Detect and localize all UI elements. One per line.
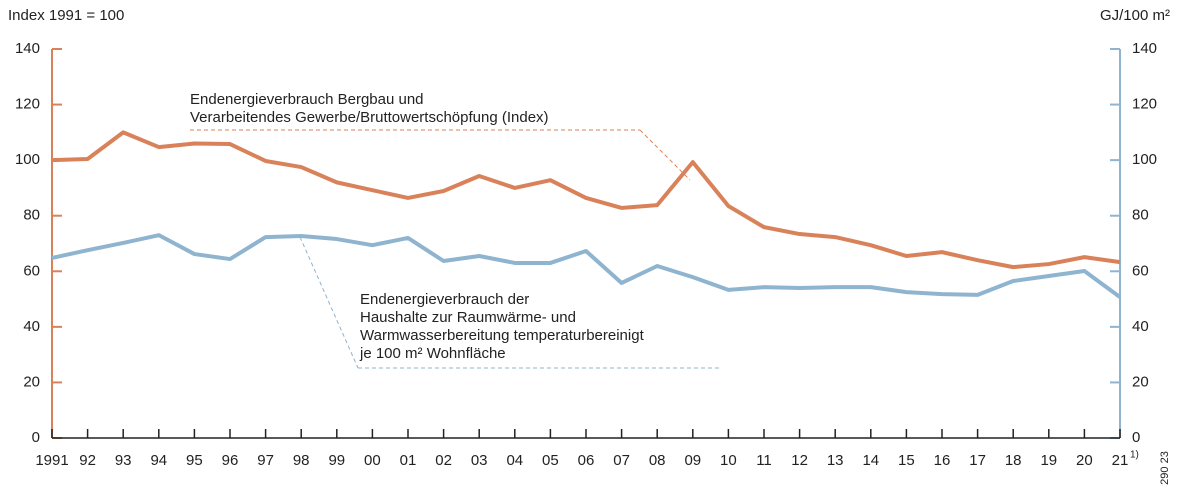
y-tick-label: 0 bbox=[32, 429, 40, 446]
footnote-marker: 1) bbox=[1130, 450, 1139, 461]
y-tick-label: 140 bbox=[15, 40, 40, 57]
x-tick-label: 11 bbox=[756, 452, 772, 469]
x-tick-label: 03 bbox=[471, 452, 488, 469]
x-tick-label: 02 bbox=[435, 452, 452, 469]
series-label: Endenergieverbrauch Bergbau und bbox=[190, 91, 424, 108]
x-tick-label: 04 bbox=[506, 452, 523, 469]
x-tick-label: 12 bbox=[791, 452, 808, 469]
annotation-leader bbox=[299, 236, 359, 369]
y-tick-label: 40 bbox=[23, 318, 40, 335]
x-tick-label: 20 bbox=[1076, 452, 1093, 469]
series-label: Endenergieverbrauch der bbox=[360, 291, 529, 308]
x-tick-label: 07 bbox=[613, 452, 630, 469]
y2-tick-label: 80 bbox=[1132, 207, 1149, 224]
x-tick-label: 93 bbox=[115, 452, 132, 469]
x-tick-label: 16 bbox=[934, 452, 951, 469]
x-tick-label: 13 bbox=[827, 452, 844, 469]
y2-tick-label: 20 bbox=[1132, 373, 1149, 390]
x-tick-label: 17 bbox=[969, 452, 986, 469]
y-axis-label: Index 1991 = 100 bbox=[8, 7, 124, 24]
y-tick-label: 100 bbox=[15, 151, 40, 168]
x-tick-label: 10 bbox=[720, 452, 737, 469]
x-tick-label: 99 bbox=[328, 452, 345, 469]
x-tick-label: 96 bbox=[222, 452, 239, 469]
x-tick-label: 97 bbox=[257, 452, 274, 469]
y2-tick-label: 120 bbox=[1132, 96, 1157, 113]
y2-tick-label: 40 bbox=[1132, 318, 1149, 335]
series-line bbox=[51, 130, 1121, 270]
series-label: Verarbeitendes Gewerbe/Bruttowertschöpfu… bbox=[190, 109, 549, 126]
y-tick-label: 120 bbox=[15, 96, 40, 113]
series-label: je 100 m² Wohnfläche bbox=[359, 345, 506, 362]
x-tick-label: 14 bbox=[862, 452, 879, 469]
x-tick-label: 05 bbox=[542, 452, 559, 469]
x-tick-label: 1991 bbox=[35, 452, 68, 469]
y-tick-label: 60 bbox=[23, 262, 40, 279]
x-tick-label: 19 bbox=[1040, 452, 1057, 469]
y-tick-label: 80 bbox=[23, 207, 40, 224]
y2-tick-label: 60 bbox=[1132, 262, 1149, 279]
y2-tick-label: 0 bbox=[1132, 429, 1140, 446]
x-tick-label: 15 bbox=[898, 452, 915, 469]
x-tick-label: 06 bbox=[578, 452, 595, 469]
annotation-leader bbox=[639, 129, 691, 181]
x-tick-label: 08 bbox=[649, 452, 666, 469]
y2-axis-label: GJ/100 m² bbox=[1100, 7, 1170, 24]
x-tick-label: 18 bbox=[1005, 452, 1022, 469]
series-line bbox=[51, 233, 1122, 299]
series-label: Haushalte zur Raumwärme- und bbox=[360, 309, 576, 326]
x-tick-label: 09 bbox=[684, 452, 701, 469]
x-tick-label: 95 bbox=[186, 452, 203, 469]
source-code: 290 23 bbox=[1159, 451, 1171, 485]
x-tick-label: 21 bbox=[1112, 452, 1129, 469]
x-tick-label: 92 bbox=[79, 452, 96, 469]
x-tick-label: 00 bbox=[364, 452, 381, 469]
x-tick-label: 94 bbox=[150, 452, 167, 469]
x-tick-label: 01 bbox=[400, 452, 417, 469]
y2-tick-label: 140 bbox=[1132, 40, 1157, 57]
x-tick-label: 98 bbox=[293, 452, 310, 469]
series-label: Warmwasserbereitung temperaturbereinigt bbox=[360, 327, 645, 344]
y2-tick-label: 100 bbox=[1132, 151, 1157, 168]
y-tick-label: 20 bbox=[23, 373, 40, 390]
